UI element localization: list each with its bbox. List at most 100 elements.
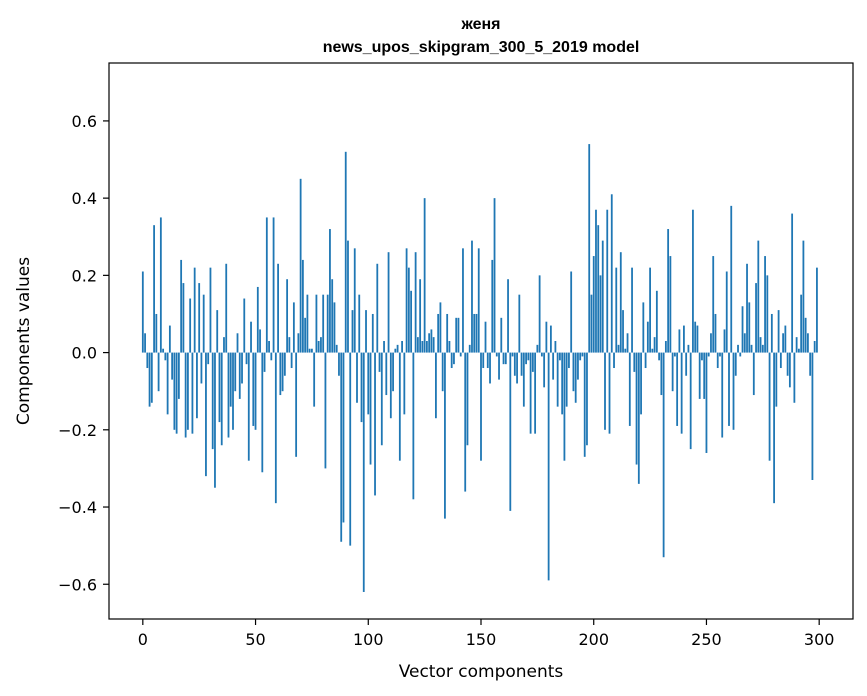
bar	[389, 352, 392, 419]
bar	[448, 341, 451, 353]
bar	[482, 352, 485, 369]
bar	[322, 294, 325, 353]
bar	[220, 352, 223, 446]
bar	[344, 151, 347, 353]
bar	[608, 352, 611, 434]
bar	[721, 352, 724, 438]
bar	[430, 329, 433, 353]
bar	[196, 352, 198, 419]
bar	[380, 352, 383, 446]
bar	[301, 259, 304, 353]
bar	[714, 313, 717, 353]
bar	[168, 325, 171, 353]
bar	[155, 313, 158, 353]
bar	[500, 317, 503, 353]
bar	[703, 352, 706, 399]
bar	[793, 352, 796, 403]
bar	[761, 344, 764, 353]
bar	[495, 352, 498, 357]
bar	[748, 302, 751, 353]
bar	[367, 352, 370, 415]
bar	[462, 248, 464, 353]
bar	[660, 352, 663, 396]
bar	[371, 313, 374, 353]
bar	[441, 352, 444, 392]
chart-title-line1: женя	[460, 16, 500, 33]
bar	[475, 313, 478, 353]
bar	[236, 333, 239, 353]
bar	[622, 310, 624, 353]
bar	[211, 352, 214, 450]
bar	[529, 352, 532, 434]
bar	[556, 352, 559, 407]
bar	[809, 352, 812, 376]
bar	[759, 337, 762, 353]
bar	[444, 352, 446, 519]
y-tick-label: 0.6	[72, 112, 97, 131]
bar	[410, 290, 413, 353]
bar	[640, 352, 642, 415]
bar	[218, 352, 221, 423]
bar	[536, 344, 539, 353]
bar	[696, 325, 699, 353]
bar	[243, 298, 246, 353]
bar	[468, 344, 471, 353]
bar	[554, 341, 557, 353]
bar	[459, 352, 462, 357]
bar	[182, 283, 185, 353]
bar	[649, 267, 651, 353]
bar	[502, 352, 505, 365]
bar	[644, 352, 647, 369]
bar	[335, 344, 338, 353]
bar	[725, 271, 728, 353]
bar	[274, 352, 277, 504]
bar	[597, 225, 600, 353]
bar	[723, 329, 726, 353]
x-tick-label: 250	[691, 630, 722, 649]
bar	[238, 352, 241, 399]
bar	[290, 352, 293, 369]
bar	[193, 267, 196, 353]
bar	[392, 352, 394, 392]
bar	[588, 144, 591, 353]
bar	[739, 352, 742, 357]
bar	[173, 352, 176, 430]
bar	[534, 352, 537, 434]
bar	[241, 352, 243, 384]
bar	[252, 352, 255, 426]
bar	[586, 352, 588, 446]
bar	[446, 313, 449, 353]
bar	[216, 310, 219, 353]
bar	[175, 352, 178, 434]
bar	[265, 217, 268, 353]
bar	[698, 352, 701, 399]
bar	[450, 352, 453, 369]
bar	[347, 240, 349, 353]
bar	[340, 352, 343, 542]
bar	[507, 279, 509, 353]
bar	[457, 317, 460, 353]
bar	[522, 352, 525, 407]
bar	[317, 341, 320, 353]
bar	[498, 352, 500, 380]
x-tick-label: 200	[578, 630, 609, 649]
bar	[428, 333, 431, 353]
bar	[807, 333, 809, 353]
bar	[707, 352, 710, 357]
bar	[425, 341, 428, 353]
bar	[782, 333, 785, 353]
bar	[259, 329, 261, 353]
y-tick-label: 0.0	[72, 344, 97, 363]
bar	[615, 267, 618, 353]
bar	[268, 341, 270, 353]
bar	[423, 198, 426, 353]
bar	[563, 352, 566, 461]
bar	[813, 341, 816, 353]
bar	[286, 279, 289, 353]
bar	[746, 263, 748, 353]
bar	[412, 352, 415, 500]
bar	[559, 352, 561, 361]
bar	[232, 352, 234, 430]
bar	[225, 263, 228, 353]
bar	[311, 348, 313, 353]
